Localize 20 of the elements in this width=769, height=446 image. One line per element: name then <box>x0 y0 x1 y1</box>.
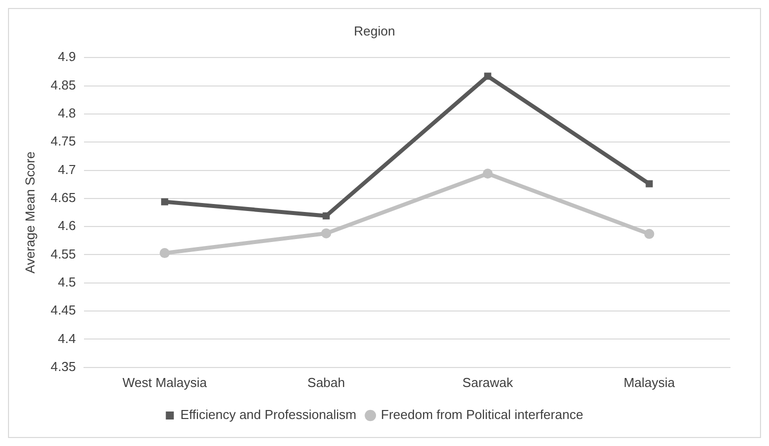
y-tick-label: 4.65 <box>50 190 76 205</box>
x-tick-label: Malaysia <box>624 374 676 390</box>
x-tick-label: West Malaysia <box>122 374 208 390</box>
y-tick-label: 4.45 <box>50 302 76 318</box>
y-tick-label: 4.6 <box>58 218 76 234</box>
y-tick-label: 4.7 <box>58 162 76 177</box>
y-tick-label: 4.4 <box>58 330 76 346</box>
y-axis-title: Average Mean Score <box>22 152 38 274</box>
legend-label: Freedom from Political interferance <box>380 407 584 422</box>
x-tick-label: Sarawak <box>462 374 514 390</box>
y-tick-label: 4.75 <box>50 134 76 149</box>
y-tick-label: 4.5 <box>58 274 76 290</box>
y-tick-label: 4.8 <box>58 106 76 121</box>
y-tick-label: 4.9 <box>58 49 76 64</box>
y-tick-label: 4.55 <box>50 246 76 262</box>
x-tick-label: Sabah <box>307 374 345 390</box>
y-tick-label: 4.85 <box>50 77 76 92</box>
y-tick-label: 4.35 <box>50 358 76 374</box>
legend-label: Efficiency and Professionalism <box>180 407 356 422</box>
chart-title: Region <box>354 23 396 38</box>
